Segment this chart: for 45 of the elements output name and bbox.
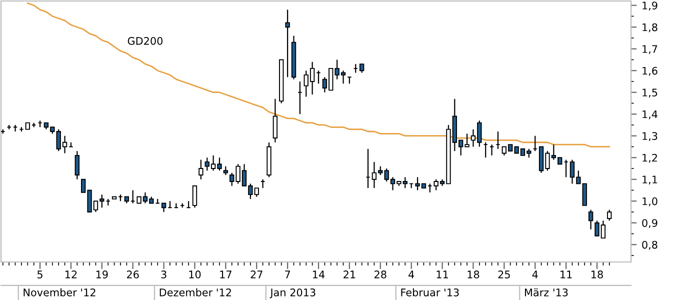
y-tick-label: 1,2 (642, 154, 657, 163)
y-tick-label: 1,0 (642, 197, 658, 206)
x-tick-label: 25 (498, 270, 510, 278)
x-tick-label: 11 (436, 270, 448, 278)
y-tick-label: 1,7 (642, 45, 658, 54)
x-tick-label: 4 (532, 270, 538, 278)
candlestick (272, 98, 278, 143)
y-tick-label: 1,3 (642, 132, 658, 142)
candlestick (198, 159, 204, 180)
y-tick-label: 0,9 (642, 219, 658, 228)
candlestick (74, 150, 80, 180)
candlestick (192, 185, 198, 208)
line-series (26, 2, 610, 148)
candlestick (607, 209, 612, 222)
y-tick-label: 1,9 (642, 2, 658, 11)
x-tick-label: 18 (592, 270, 603, 278)
y-tick-label: 1,6 (642, 66, 658, 76)
series-label: GD200 (128, 36, 163, 45)
x-tick-label: 17 (220, 270, 232, 278)
y-tick-label: 1,8 (642, 23, 658, 32)
x-tick-label: 10 (189, 270, 201, 278)
y-tick-label: 1,5 (642, 88, 658, 98)
text: Dezember '12 (160, 288, 231, 296)
x-tick-label: 5 (38, 270, 42, 278)
y-tick-label: 1,1 (642, 176, 658, 185)
x-tick-label: 26 (126, 270, 139, 278)
candlestick (285, 9, 290, 78)
x-tick-label: 3 (161, 270, 166, 278)
x-tick-label: 21 (344, 270, 356, 278)
text: Jan 2013 (270, 288, 316, 298)
x-tick-label: 19 (96, 270, 108, 278)
x-tick-label: 14 (313, 270, 325, 278)
candlestick (588, 209, 594, 230)
y-tick-label: 1,4 (642, 110, 658, 120)
x-tick-label: 12 (65, 270, 77, 278)
x-tick-label: 27 (250, 270, 262, 278)
x-tick-label: 18 (468, 270, 480, 278)
x-tick-label: 28 (374, 270, 386, 278)
text: November '12 (24, 288, 96, 296)
x-tick-label: 4 (408, 270, 414, 278)
x-tick-label: 11 (560, 270, 572, 278)
y-tick-label: 0,8 (642, 240, 658, 250)
x-tick-label: 7 (285, 270, 290, 278)
text: Februar '13 (401, 288, 459, 296)
text: März '13 (524, 288, 568, 296)
